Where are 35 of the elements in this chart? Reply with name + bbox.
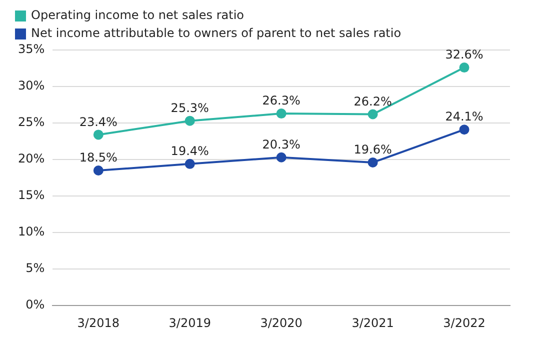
data-label: 23.4% bbox=[79, 114, 118, 129]
data-label: 24.1% bbox=[445, 110, 484, 124]
x-tick-label: 3/2018 bbox=[77, 316, 120, 330]
data-label: 26.2% bbox=[354, 94, 392, 108]
point bbox=[184, 116, 195, 126]
point bbox=[459, 62, 470, 73]
x-tick-label: 3/2020 bbox=[260, 316, 302, 330]
legend-label: Net income attributable to owners of parent to net sales ratio bbox=[31, 26, 402, 40]
legend-label: Operating income to net sales ratio bbox=[31, 8, 244, 22]
point bbox=[93, 165, 104, 176]
data-label: 18.5% bbox=[79, 150, 118, 165]
point bbox=[93, 130, 104, 140]
data-label: 19.6% bbox=[354, 142, 392, 157]
y-tick-label: 0% bbox=[26, 298, 45, 312]
point bbox=[459, 124, 470, 135]
point bbox=[276, 152, 286, 162]
y-tick-label: 15% bbox=[18, 188, 45, 202]
x-tick-label: 3/2022 bbox=[443, 316, 486, 330]
point bbox=[276, 108, 286, 119]
y-tick-label: 35% bbox=[18, 42, 45, 56]
y-tick-label: 10% bbox=[18, 224, 45, 239]
y-tick-label: 30% bbox=[18, 78, 45, 93]
x-tick-label: 3/2019 bbox=[168, 316, 211, 330]
data-label: 20.3% bbox=[262, 137, 300, 152]
data-label: 25.3% bbox=[170, 100, 209, 115]
data-label: 19.4% bbox=[170, 144, 209, 158]
x-tick-label: 3/2021 bbox=[352, 316, 394, 330]
y-tick-label: 20% bbox=[18, 152, 45, 166]
y-tick-label: 5% bbox=[26, 261, 45, 276]
y-tick-label: 25% bbox=[18, 115, 45, 130]
point bbox=[184, 158, 195, 169]
data-label: 26.3% bbox=[262, 94, 300, 108]
point bbox=[368, 157, 378, 168]
data-label: 32.6% bbox=[445, 48, 484, 62]
point bbox=[368, 109, 378, 120]
